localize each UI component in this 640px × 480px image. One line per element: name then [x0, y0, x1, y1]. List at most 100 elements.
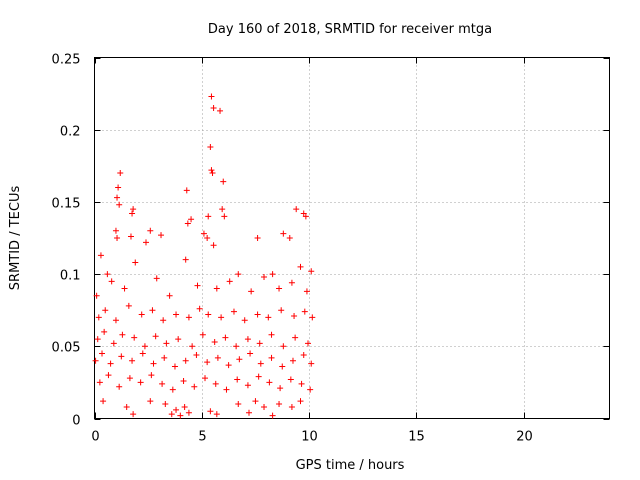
x-tick-label: 5 [198, 430, 206, 445]
data-point [241, 317, 248, 324]
data-point [110, 340, 117, 347]
data-point [116, 383, 123, 390]
data-point [92, 357, 99, 364]
data-point [255, 373, 262, 380]
y-tick-label: 0.25 [52, 53, 81, 68]
data-point [257, 360, 264, 367]
data-point [194, 282, 201, 289]
data-point [268, 331, 275, 338]
data-point [193, 351, 200, 358]
data-point [173, 406, 180, 413]
data-point [269, 271, 276, 278]
data-point [209, 170, 216, 177]
x-tick-label: 0 [91, 430, 99, 445]
data-point [94, 336, 101, 343]
data-point [143, 239, 149, 246]
data-point [276, 401, 283, 408]
y-tick-label: 0.05 [52, 341, 81, 356]
data-point [233, 343, 240, 350]
data-series-srmtid [92, 93, 316, 419]
data-point [235, 401, 242, 408]
data-point [169, 386, 176, 393]
data-point [148, 372, 155, 379]
data-point [171, 363, 178, 370]
data-point [127, 233, 134, 240]
y-tick-label: 0.2 [60, 125, 81, 140]
data-point [276, 285, 283, 292]
data-point [161, 354, 168, 361]
data-point [114, 194, 121, 201]
data-point [101, 328, 108, 335]
data-point [202, 375, 209, 382]
data-point [105, 372, 112, 379]
data-point [152, 333, 159, 340]
y-tick-label: 0.15 [52, 197, 81, 212]
data-point [280, 230, 287, 237]
data-point [205, 213, 212, 220]
data-point [292, 334, 299, 341]
data-point [211, 338, 218, 345]
data-point [309, 314, 316, 321]
data-point [297, 263, 304, 270]
data-point [268, 354, 275, 361]
data-point [236, 356, 243, 363]
data-point [99, 350, 106, 357]
data-point [121, 285, 128, 292]
data-point [184, 220, 191, 227]
data-point [196, 305, 203, 312]
data-point [160, 317, 167, 324]
data-point [158, 232, 165, 239]
data-point [115, 184, 122, 191]
data-point [298, 380, 305, 387]
data-point [173, 311, 180, 318]
data-point [300, 351, 307, 358]
chart-title: Day 160 of 2018, SRMTID for receiver mtg… [208, 22, 492, 37]
data-point [130, 411, 137, 418]
data-point [210, 242, 217, 249]
x-tick-label: 10 [301, 430, 318, 445]
data-point [208, 93, 215, 100]
grid-lines [94, 57, 610, 419]
data-point [220, 178, 227, 185]
data-point [191, 383, 198, 390]
data-point [180, 377, 187, 384]
data-point [303, 288, 310, 295]
data-point [213, 285, 220, 292]
data-point [204, 359, 211, 366]
data-point [279, 363, 286, 370]
data-point [213, 411, 220, 418]
data-point [221, 213, 228, 220]
data-point [222, 334, 229, 341]
data-point [297, 398, 304, 405]
data-point [130, 206, 137, 213]
data-point [254, 235, 261, 241]
data-point [107, 360, 114, 367]
data-point [125, 302, 132, 309]
data-point [188, 216, 195, 223]
data-point [204, 235, 211, 241]
data-point [181, 403, 188, 410]
data-point [163, 340, 170, 347]
data-point [147, 398, 154, 405]
data-point [162, 401, 169, 408]
data-point [291, 312, 298, 319]
data-point [199, 331, 206, 338]
data-point [149, 307, 156, 314]
data-point [287, 376, 294, 383]
data-point [225, 362, 232, 369]
data-point [207, 144, 214, 151]
data-point [244, 336, 251, 343]
data-point [175, 336, 182, 343]
data-point [280, 343, 287, 350]
y-tick-label: 0.1 [60, 269, 81, 284]
data-point [269, 412, 276, 419]
data-point [266, 379, 273, 386]
data-point [96, 379, 103, 386]
data-point [256, 340, 263, 347]
data-point [289, 357, 296, 364]
data-point [185, 314, 192, 321]
data-point [138, 311, 145, 318]
data-point [185, 409, 192, 416]
data-point [246, 409, 252, 416]
data-point [254, 311, 261, 318]
